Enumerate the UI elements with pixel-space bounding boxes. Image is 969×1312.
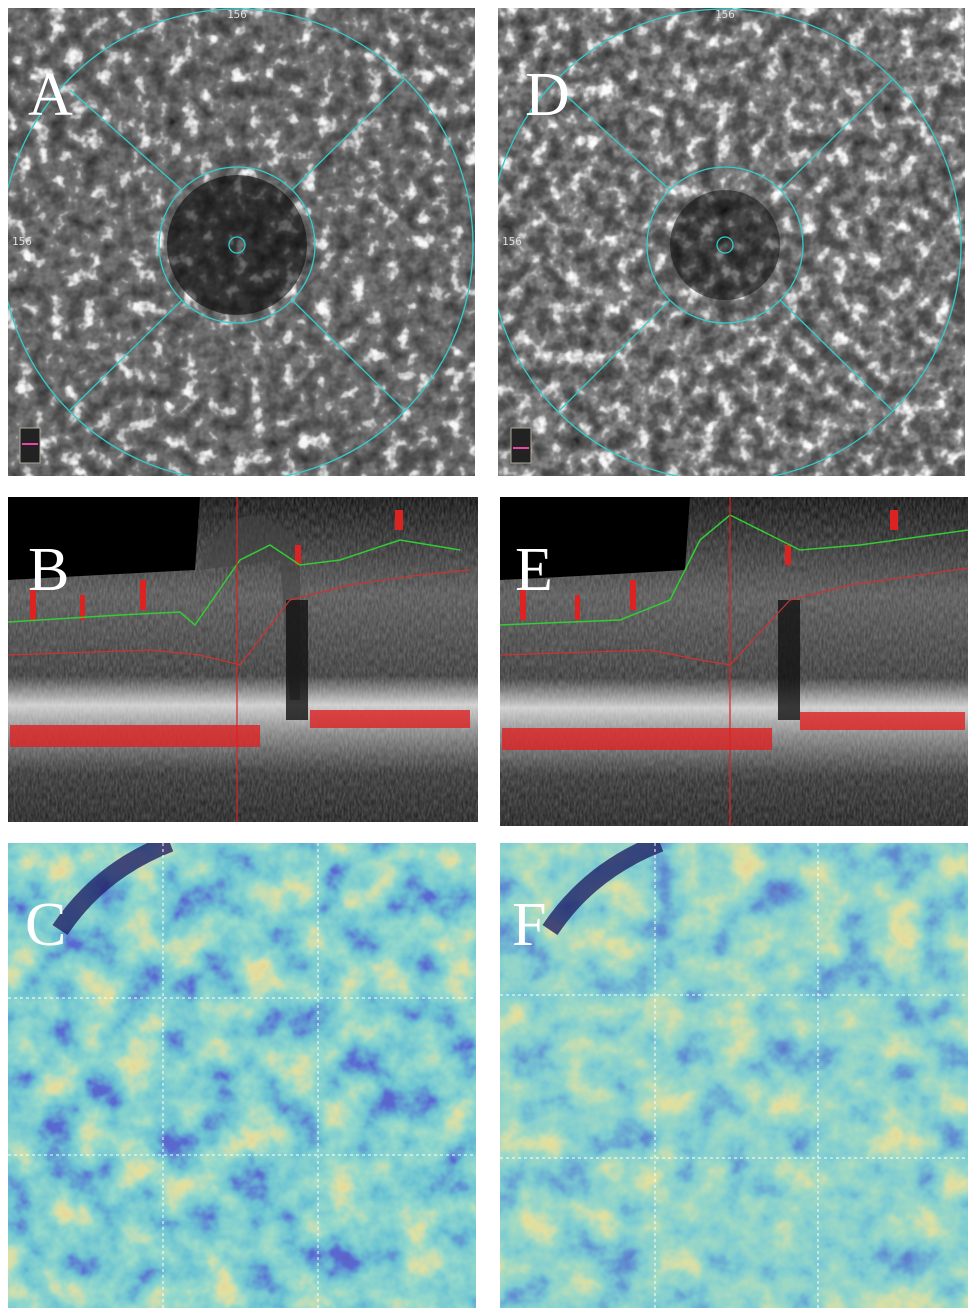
panel-c [8,843,476,1308]
scale-label: 156 [12,235,32,248]
panel-f [500,843,968,1308]
panel-label: A [28,61,73,129]
panel-e [500,497,968,826]
scale-label: 156 [502,235,522,248]
figure: A 156 156 D 156 156 B [0,0,969,1312]
scale-label: 156 [715,8,735,21]
panel-label: D [525,61,570,129]
panel-b [8,497,478,822]
panel-label: C [25,891,66,959]
panel-label: E [515,536,553,604]
panel-label: F [512,891,546,959]
panel-label: B [28,536,69,604]
scale-label: 156 [227,8,247,21]
